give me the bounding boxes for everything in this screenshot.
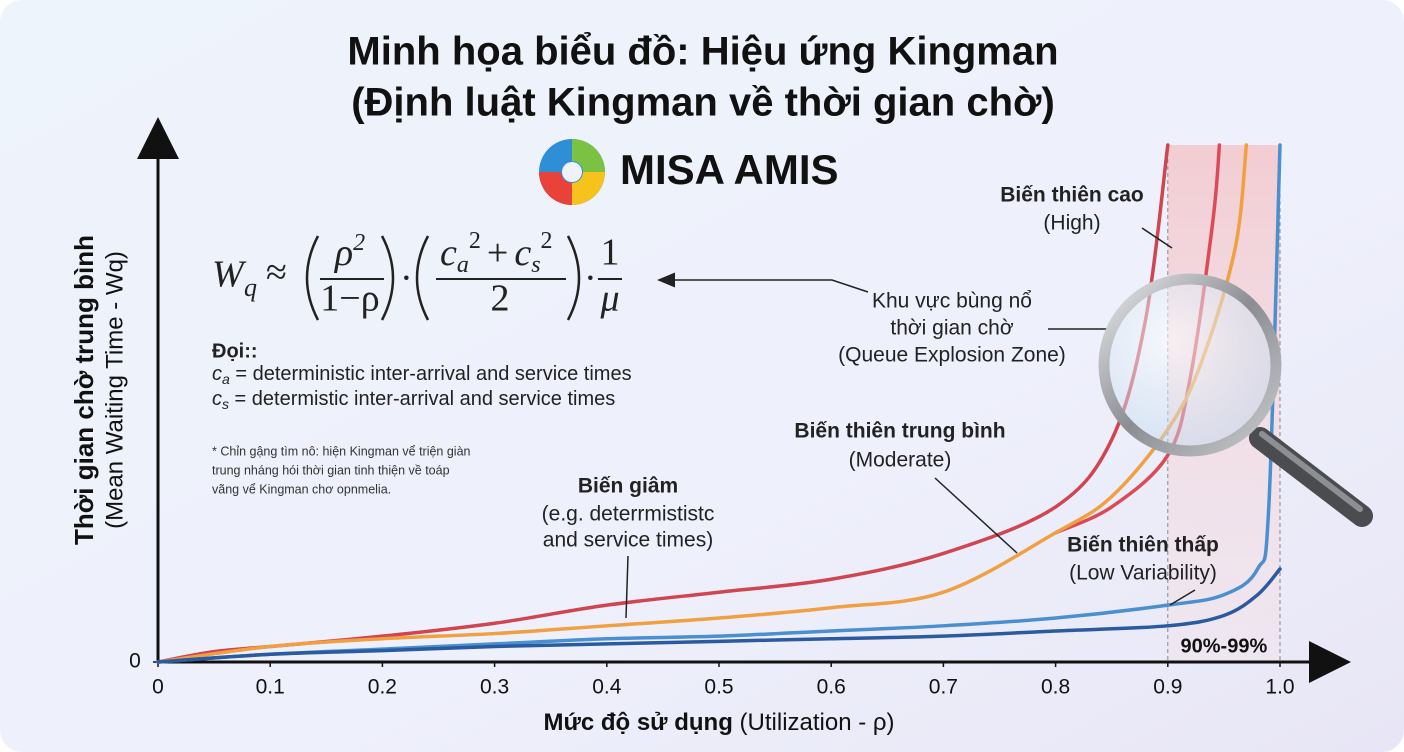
chart-title: Minh họa biểu đồ: Hiệu ứng Kingman [347, 30, 1058, 74]
y-tick-label: 0 [129, 650, 141, 673]
annotation: Biến thiên thấp [1067, 534, 1219, 557]
zone-label: 90%-99% [1181, 635, 1268, 657]
paren [566, 235, 581, 321]
sub: a [222, 371, 230, 387]
footnote: trung nháng hói thời gian tinh thiện về … [212, 463, 450, 477]
note-text: = determistic inter-arrival and service … [229, 388, 615, 410]
annotation: (Queue Explosion Zone) [838, 344, 1066, 367]
annotation: Khu vực bùng nổ [872, 290, 1032, 313]
x-tick-label: 0.5 [704, 676, 733, 699]
leader-line [934, 477, 1018, 554]
annotation: Biến giâm [578, 475, 678, 498]
x-tick-label: 0.6 [817, 676, 846, 699]
x-tick-label: 0.3 [480, 676, 509, 699]
x-axis-label: Mức độ sử dụng (Utilization - ρ) [543, 709, 894, 736]
x-tick-label: 0.4 [592, 676, 622, 699]
annotation: and service times) [543, 529, 713, 552]
formula-mu: μ [599, 278, 619, 320]
x-tick-label: 0.9 [1153, 676, 1182, 699]
c: c [514, 232, 531, 274]
note-text: = deterministic inter-arrival and servic… [230, 363, 632, 385]
y-axis-label-2: (Mean Waiting Time - Wq) [101, 251, 128, 529]
formula-rho: ρ2 [334, 230, 365, 274]
annotation: (Low Variability) [1069, 562, 1217, 585]
magnifier [1098, 273, 1373, 527]
formula-sub: q [244, 273, 257, 302]
leader-line [1141, 227, 1173, 249]
footnote: * Chỉn gậng tìm nô: hiện Kingman vể triệ… [212, 444, 471, 458]
formula-rho-base: ρ [334, 232, 353, 274]
sup: 2 [469, 228, 481, 254]
formula-one: 1 [601, 232, 620, 274]
y-axis-label: Thời gian chờ trung bình [69, 235, 99, 545]
chart-subtitle: (Định luật Kingman về thời gian chờ) [351, 81, 1055, 125]
formula-sup: 2 [353, 230, 365, 256]
line-series [156, 567, 1282, 664]
x-tick-label: 0.7 [929, 676, 958, 699]
plus: + [487, 232, 508, 274]
sub: s [531, 252, 540, 278]
formula-num: ca2 + cs2 [440, 228, 553, 278]
formula: W q ≈ ρ2 1−ρ · ca2 + cs2 2 · 1 μ [212, 228, 622, 321]
annotation: thời gian chờ [890, 317, 1014, 340]
formula-w: W [212, 254, 247, 296]
c: c [212, 363, 222, 385]
formula-den: 1−ρ [320, 278, 379, 320]
formula-dot: · [584, 258, 597, 300]
x-axis-label-main: Mức độ sử dụng [543, 709, 732, 736]
x-tick-label: 0.1 [256, 676, 285, 699]
paren [305, 235, 320, 321]
paren [380, 235, 395, 321]
x-tick-label: 0 [152, 676, 164, 699]
annotation: (Moderate) [849, 449, 952, 472]
logo-icon [539, 139, 605, 205]
c: c [440, 232, 457, 274]
formula-den2: 2 [491, 278, 510, 320]
notes-heading: Đọi:: [212, 340, 258, 362]
arrow [657, 272, 869, 293]
leader-line [1169, 589, 1196, 606]
formula-dot: · [400, 258, 413, 300]
footnote: vãng vể Kingman chơ opnmelia. [212, 482, 391, 496]
x-axis-label-sub: (Utilization - ρ) [733, 709, 895, 736]
note-cs: cs = determistic inter-arrival and servi… [212, 388, 615, 411]
c: c [212, 388, 222, 410]
sub: s [222, 396, 229, 412]
x-tick-label: 1.0 [1265, 676, 1294, 699]
annotation: (High) [1043, 212, 1100, 235]
annotation: (e.g. deterrmististc [542, 503, 715, 526]
brand: MISA AMIS [620, 146, 839, 193]
annotation: Biến thiên cao [1000, 184, 1144, 207]
sup: 2 [541, 228, 553, 254]
x-tick-label: 0.2 [368, 676, 397, 699]
paren [415, 235, 430, 321]
x-tick-label: 0.8 [1041, 676, 1070, 699]
note-ca: ca = deterministic inter-arrival and ser… [212, 363, 632, 386]
sub: a [457, 252, 469, 278]
leader-line [625, 555, 629, 619]
formula-approx: ≈ [266, 252, 287, 294]
annotation: Biến thiên trung bình [794, 420, 1005, 443]
